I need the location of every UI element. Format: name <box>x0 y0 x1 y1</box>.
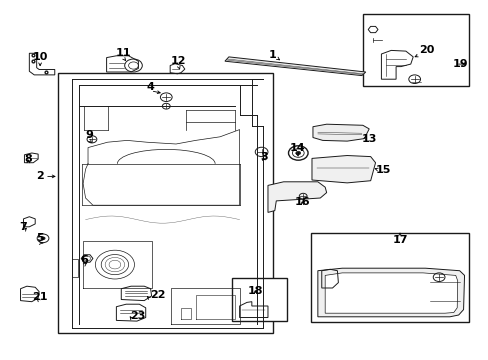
Text: 21: 21 <box>32 292 48 302</box>
Text: 11: 11 <box>115 48 131 58</box>
Circle shape <box>295 151 300 155</box>
Text: 12: 12 <box>170 56 186 66</box>
Text: 7: 7 <box>20 222 27 232</box>
Bar <box>58 73 272 333</box>
Bar <box>362 14 468 86</box>
Polygon shape <box>311 156 375 183</box>
Text: 13: 13 <box>361 134 377 144</box>
Text: 3: 3 <box>260 152 267 162</box>
Text: 18: 18 <box>247 286 263 296</box>
Text: 1: 1 <box>268 50 276 60</box>
Circle shape <box>41 237 45 240</box>
Text: 9: 9 <box>85 130 93 140</box>
Text: 23: 23 <box>130 311 145 321</box>
Text: 8: 8 <box>24 154 32 164</box>
Polygon shape <box>317 268 464 317</box>
Text: 15: 15 <box>375 165 391 175</box>
Text: 17: 17 <box>391 235 407 246</box>
Text: 6: 6 <box>81 255 88 265</box>
Bar <box>310 233 468 322</box>
Text: 20: 20 <box>418 45 433 55</box>
Text: 5: 5 <box>36 233 44 243</box>
Text: 16: 16 <box>294 197 309 207</box>
Text: 10: 10 <box>32 52 48 62</box>
Polygon shape <box>325 273 457 313</box>
Text: 4: 4 <box>146 82 154 92</box>
Text: 2: 2 <box>36 171 44 181</box>
Bar <box>232 278 286 321</box>
Text: 14: 14 <box>289 143 305 153</box>
Text: 19: 19 <box>452 59 468 69</box>
Polygon shape <box>224 57 365 76</box>
Text: 22: 22 <box>149 290 165 300</box>
Polygon shape <box>312 124 368 141</box>
Polygon shape <box>267 182 326 212</box>
